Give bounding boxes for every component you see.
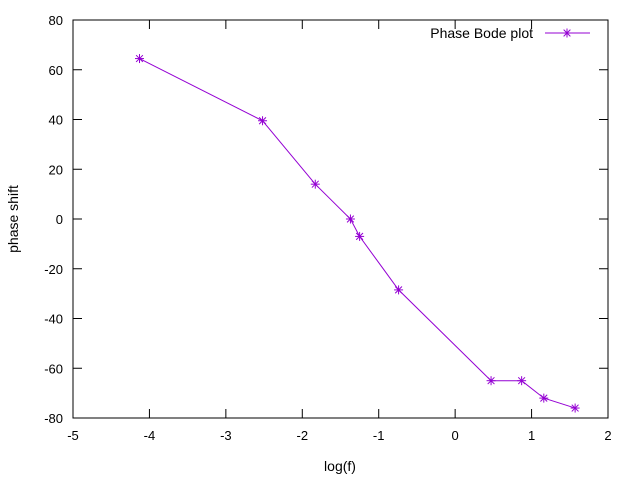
series-layer — [134, 54, 580, 413]
data-point — [310, 179, 320, 189]
y-tick-label: -20 — [44, 262, 63, 277]
data-point — [355, 231, 365, 241]
y-tick-label: -40 — [44, 312, 63, 327]
data-point — [539, 393, 549, 403]
x-tick-label: -5 — [67, 428, 79, 443]
data-point — [345, 214, 355, 224]
legend-line-sample — [545, 28, 590, 38]
y-tick-label: 20 — [49, 162, 63, 177]
x-tick-label: 1 — [528, 428, 535, 443]
legend: Phase Bode plot — [430, 25, 590, 41]
data-point — [570, 403, 580, 413]
x-axis-label: log(f) — [324, 458, 356, 474]
y-tick-label: 80 — [49, 13, 63, 28]
legend-label: Phase Bode plot — [430, 25, 533, 41]
y-tick-label: -80 — [44, 411, 63, 426]
x-tick-label: -3 — [220, 428, 232, 443]
data-point — [517, 376, 527, 386]
series-line — [139, 58, 576, 409]
data-point — [486, 376, 496, 386]
data-point — [134, 54, 144, 64]
legend-marker — [562, 28, 572, 38]
data-point — [394, 285, 404, 295]
x-tick-label: 2 — [604, 428, 611, 443]
x-tick-label: -4 — [144, 428, 156, 443]
x-tick-label: 0 — [452, 428, 459, 443]
x-tick-label: -2 — [297, 428, 309, 443]
y-tick-label: -60 — [44, 361, 63, 376]
y-tick-label: 40 — [49, 113, 63, 128]
y-tick-label: 60 — [49, 63, 63, 78]
y-axis-label: phase shift — [5, 185, 21, 253]
x-tick-label: -1 — [373, 428, 385, 443]
x-axis-ticks: -5 -4 -3 -2 -1 0 1 2 — [67, 20, 612, 443]
plot-frame — [72, 19, 609, 419]
data-point — [258, 116, 268, 126]
y-axis-ticks: -80 -60 -40 -20 0 20 40 60 80 — [44, 13, 608, 426]
y-tick-label: 0 — [56, 212, 63, 227]
